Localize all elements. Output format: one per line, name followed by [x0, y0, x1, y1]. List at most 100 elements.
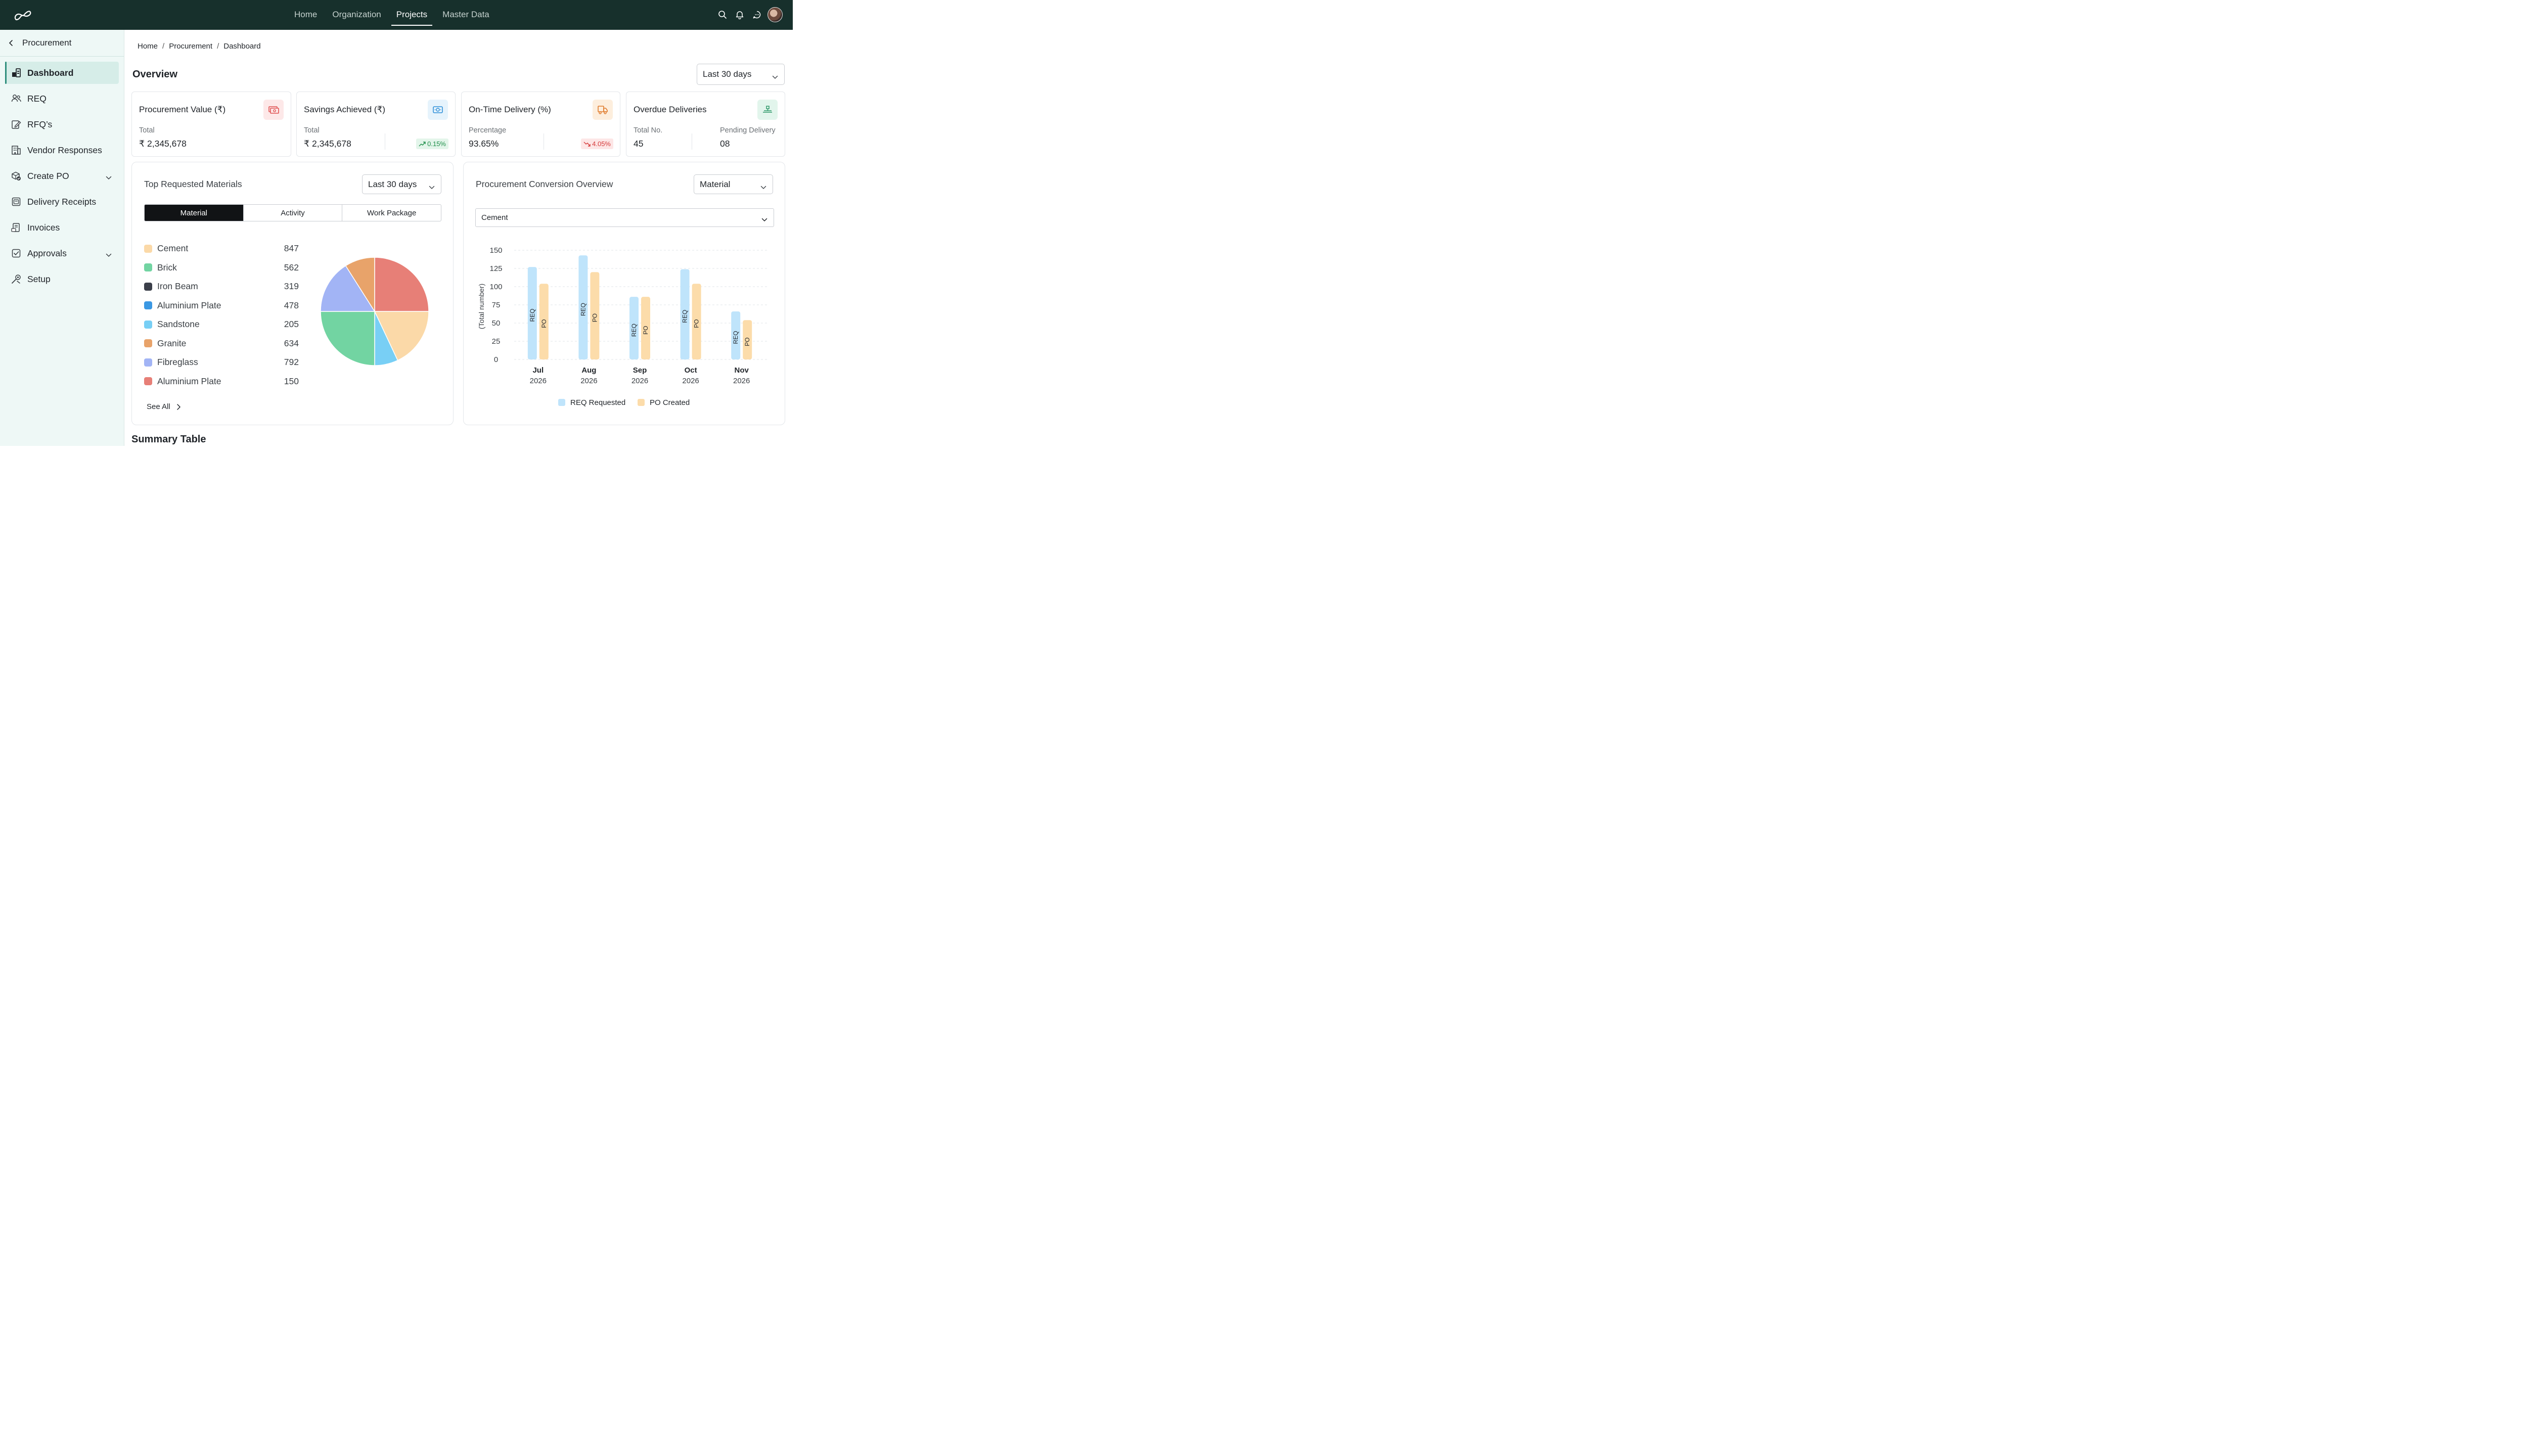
materials-pie-chart: [320, 257, 429, 366]
material-row: Aluminium Plate 478: [144, 296, 299, 315]
avatar[interactable]: [768, 7, 783, 22]
sidebar-item-label: Vendor Responses: [27, 145, 102, 155]
sidebar-header[interactable]: Procurement: [0, 30, 124, 57]
edit-doc-icon: [10, 118, 22, 130]
materials-range-value: Last 30 days: [368, 179, 417, 189]
conversion-filter-select[interactable]: Material: [694, 174, 773, 194]
material-row: Fibreglass 792: [144, 353, 299, 372]
pie-slice: [374, 257, 429, 312]
kpi-sub: Total: [139, 126, 155, 134]
chat-icon[interactable]: [748, 7, 765, 23]
conversion-bar-chart: (Total number) 0 25 50 75 100 125 150 REQ PO Jul 20…: [477, 246, 769, 407]
sidebar-item-vendor-responses[interactable]: Vendor Responses: [5, 139, 119, 161]
bar-req: [680, 269, 690, 359]
bar-po: [743, 320, 752, 359]
sidebar-item-approvals[interactable]: Approvals: [5, 242, 119, 264]
panel-title: Procurement Conversion Overview: [476, 179, 613, 189]
bell-icon[interactable]: [731, 7, 748, 23]
nav-master-data[interactable]: Master Data: [442, 10, 489, 19]
legend-swatch: [144, 377, 152, 386]
sidebar: Procurement Dashboard REQ RFQ’s Vendor R…: [0, 30, 124, 446]
sidebar-item-create-po[interactable]: Create PO: [5, 165, 119, 187]
breadcrumb-separator: /: [217, 42, 219, 51]
building-icon: [10, 144, 22, 156]
nav-organization[interactable]: Organization: [332, 10, 381, 19]
kpi-trend-value: 4.05%: [592, 140, 611, 148]
y-tick-label: 75: [492, 301, 501, 309]
tab-work-package[interactable]: Work Package: [367, 208, 417, 217]
see-all-label: See All: [147, 402, 170, 411]
kpi-procurement-value: Procurement Value (₹) Total ₹ 2,345,678: [131, 92, 291, 157]
y-tick-label: 50: [492, 319, 501, 328]
pie-slice: [345, 257, 375, 313]
sidebar-item-rfqs[interactable]: RFQ’s: [5, 113, 119, 135]
bar-label: REQ: [579, 303, 586, 316]
chevron-down-icon: [429, 182, 435, 192]
see-all-link[interactable]: See All: [147, 402, 182, 411]
chevron-down-icon: [760, 182, 766, 192]
sidebar-item-label: REQ: [27, 93, 47, 104]
bar-label: REQ: [732, 331, 739, 344]
material-name: Fibreglass: [157, 357, 198, 368]
bar-label: PO: [744, 337, 751, 346]
nav-home[interactable]: Home: [294, 10, 318, 19]
sidebar-item-delivery-receipts[interactable]: Delivery Receipts: [5, 191, 119, 213]
x-tick-month: Jul: [532, 366, 544, 375]
box-check-icon: [10, 170, 22, 182]
legend-swatch: [638, 399, 645, 406]
bar-req: [731, 311, 741, 359]
top-icons: [714, 7, 783, 23]
material-value: 319: [284, 281, 299, 292]
kpi-savings-achieved: Savings Achieved (₹) Total ₹ 2,345,678 0…: [296, 92, 456, 157]
materials-range-select[interactable]: Last 30 days: [362, 174, 441, 194]
chevron-down-icon[interactable]: [106, 172, 112, 183]
x-tick-month: Oct: [685, 366, 697, 375]
bar-po: [692, 284, 701, 359]
sidebar-item-invoices[interactable]: Invoices: [5, 216, 119, 239]
top-nav: Home Organization Projects Master Data: [289, 0, 500, 30]
bar-label: REQ: [682, 310, 689, 323]
cash-icon: [263, 100, 284, 120]
kpi-title: Overdue Deliveries: [634, 105, 707, 114]
tab-activity[interactable]: Activity: [244, 205, 343, 221]
sidebar-item-dashboard[interactable]: Dashboard: [5, 62, 119, 84]
money-icon: [428, 100, 448, 120]
x-tick-year: 2026: [631, 377, 648, 385]
pie-slice: [374, 311, 429, 361]
sidebar-item-setup[interactable]: Setup: [5, 268, 119, 290]
receipt-icon: [10, 196, 22, 208]
search-icon[interactable]: [714, 7, 731, 23]
breadcrumb-home[interactable]: Home: [138, 42, 158, 51]
chevron-right-icon: [176, 403, 180, 410]
material-value: 562: [284, 262, 299, 272]
material-row: Cement 847: [144, 239, 299, 258]
material-item-select[interactable]: Cement: [475, 208, 774, 227]
procurement-conversion-panel: Procurement Conversion Overview Material…: [463, 162, 785, 425]
overview-range-select[interactable]: Last 30 days: [697, 64, 785, 85]
breadcrumb-procurement[interactable]: Procurement: [169, 42, 213, 51]
y-axis-title: (Total number): [477, 284, 485, 329]
bar-req: [527, 267, 537, 359]
x-tick-month: Aug: [581, 366, 596, 375]
material-value: 634: [284, 338, 299, 348]
material-row: Sandstone 205: [144, 315, 299, 334]
pie-slice: [320, 265, 376, 312]
y-tick-label: 0: [494, 355, 498, 364]
breadcrumb-separator: /: [162, 42, 165, 51]
material-value: 847: [284, 243, 299, 254]
bar-label: REQ: [529, 309, 536, 322]
tab-material[interactable]: Material: [145, 205, 244, 221]
sidebar-item-req[interactable]: REQ: [5, 87, 119, 110]
chevron-left-icon[interactable]: [8, 39, 19, 47]
chevron-down-icon[interactable]: [106, 249, 112, 260]
material-row: Iron Beam 319: [144, 277, 299, 296]
material-name: Aluminium Plate: [157, 376, 221, 386]
material-value: 150: [284, 376, 299, 386]
infinity-logo-icon[interactable]: [12, 7, 32, 22]
chevron-down-icon: [761, 215, 768, 224]
y-tick-label: 100: [489, 283, 502, 291]
x-tick-year: 2026: [580, 377, 597, 385]
material-name: Granite: [157, 338, 187, 348]
nav-projects[interactable]: Projects: [391, 0, 433, 30]
summary-table-title: Summary Table: [131, 434, 206, 445]
